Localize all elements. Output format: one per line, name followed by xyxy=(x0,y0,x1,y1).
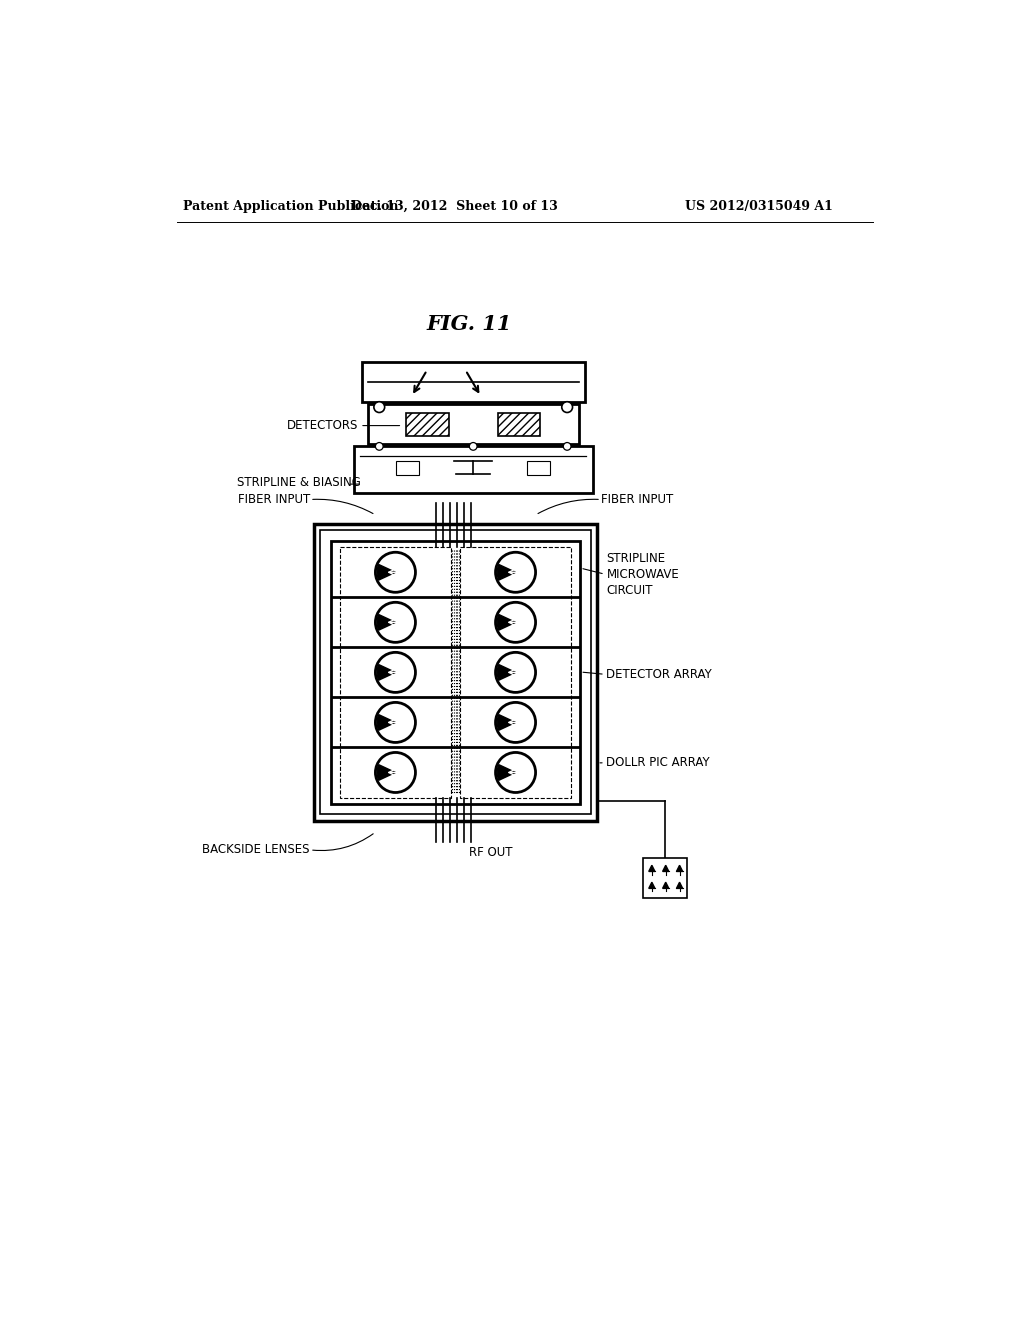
Bar xyxy=(460,548,571,797)
Text: FIG. 11: FIG. 11 xyxy=(427,314,512,334)
Wedge shape xyxy=(497,764,515,780)
Polygon shape xyxy=(649,866,655,871)
Circle shape xyxy=(496,652,536,693)
Text: FIBER INPUT: FIBER INPUT xyxy=(601,492,674,506)
Circle shape xyxy=(562,401,572,413)
Circle shape xyxy=(496,602,536,643)
Circle shape xyxy=(496,552,536,593)
Wedge shape xyxy=(497,565,515,579)
Bar xyxy=(407,412,449,436)
Bar xyxy=(354,446,593,494)
Circle shape xyxy=(469,442,477,450)
Wedge shape xyxy=(497,615,515,630)
Circle shape xyxy=(496,702,536,742)
Text: FIBER INPUT: FIBER INPUT xyxy=(238,492,310,506)
Circle shape xyxy=(376,652,416,693)
Bar xyxy=(643,858,687,898)
Text: Patent Application Publication: Patent Application Publication xyxy=(183,199,398,213)
Bar xyxy=(319,531,591,814)
Text: DETECTORS: DETECTORS xyxy=(287,418,358,432)
Polygon shape xyxy=(649,882,655,888)
Circle shape xyxy=(376,442,383,450)
Text: STRIPLINE & BIASING: STRIPLINE & BIASING xyxy=(237,477,360,490)
Wedge shape xyxy=(497,714,515,730)
Bar xyxy=(313,524,597,821)
Circle shape xyxy=(374,401,385,413)
Bar xyxy=(331,541,581,804)
Bar xyxy=(527,461,550,475)
Polygon shape xyxy=(677,866,683,871)
Bar xyxy=(498,412,541,436)
Text: US 2012/0315049 A1: US 2012/0315049 A1 xyxy=(685,199,833,213)
Wedge shape xyxy=(377,714,395,730)
Text: DETECTOR ARRAY: DETECTOR ARRAY xyxy=(606,668,712,681)
Polygon shape xyxy=(663,882,669,888)
Text: DOLLR PIC ARRAY: DOLLR PIC ARRAY xyxy=(606,756,710,770)
Bar xyxy=(368,404,579,444)
Wedge shape xyxy=(497,664,515,680)
Circle shape xyxy=(376,602,416,643)
Circle shape xyxy=(496,752,536,792)
Text: STRIPLINE
MICROWAVE
CIRCUIT: STRIPLINE MICROWAVE CIRCUIT xyxy=(606,552,679,597)
Wedge shape xyxy=(377,764,395,780)
Circle shape xyxy=(376,752,416,792)
Text: Dec. 13, 2012  Sheet 10 of 13: Dec. 13, 2012 Sheet 10 of 13 xyxy=(350,199,557,213)
Bar xyxy=(361,363,585,403)
Bar xyxy=(340,548,451,797)
Text: RF OUT: RF OUT xyxy=(469,846,513,859)
Circle shape xyxy=(563,442,571,450)
Polygon shape xyxy=(677,882,683,888)
Circle shape xyxy=(376,702,416,742)
Text: BACKSIDE LENSES: BACKSIDE LENSES xyxy=(203,843,310,857)
Bar xyxy=(396,461,419,475)
Polygon shape xyxy=(663,866,669,871)
Wedge shape xyxy=(377,565,395,579)
Wedge shape xyxy=(377,664,395,680)
Wedge shape xyxy=(377,615,395,630)
Circle shape xyxy=(376,552,416,593)
